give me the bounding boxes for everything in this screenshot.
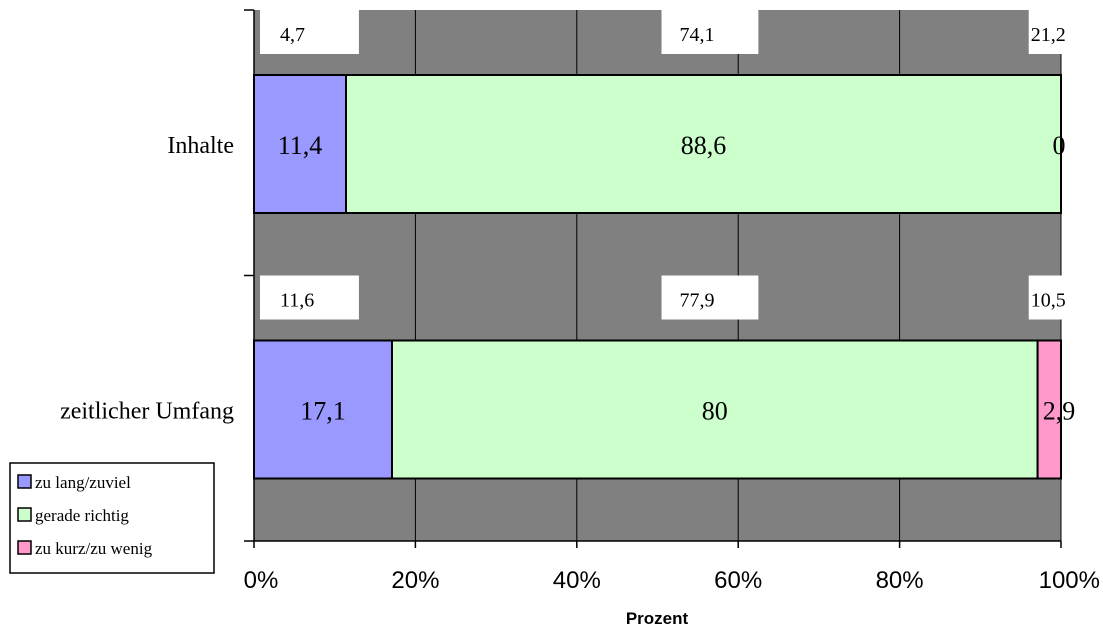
annotation-text-0-1: 74,1 <box>680 24 715 46</box>
annotation-box-1-0 <box>260 275 359 320</box>
x-tick-label-3: 60% <box>714 567 762 594</box>
bar-label-1-2: 2,9 <box>1043 397 1076 426</box>
annotation-box-0-1 <box>661 10 759 54</box>
x-axis-title: Prozent <box>626 609 689 628</box>
x-tick-label-4: 80% <box>876 567 924 594</box>
bar-segment-1-2 <box>1036 339 1063 480</box>
x-tick-label-5: 100% <box>1039 567 1100 594</box>
legend-label-0: zu lang/zuviel <box>35 473 131 492</box>
bar-label-0-0: 11,4 <box>278 131 323 160</box>
annotation-text-1-2: 10,5 <box>1031 290 1066 312</box>
bars: 11,4 88,6 0 17,1 80 2,9 <box>253 74 1076 480</box>
annotation-box-1-1 <box>661 275 759 320</box>
category-label-0: Inhalte <box>167 133 234 159</box>
annotation-box-0-2 <box>1028 10 1078 54</box>
bar-label-1-1: 80 <box>702 397 728 426</box>
annotation-text-1-0: 11,6 <box>280 290 314 312</box>
legend-label-2: zu kurz/zu wenig <box>35 539 153 558</box>
axes: Inhalte zeitlicher Umfang 0% 20% 40% 60% 80% 10… <box>60 9 1100 594</box>
top-annotations: 4,7 74,1 21,2 11,6 77,9 10,5 <box>260 10 1078 320</box>
legend-label-1: gerade richtig <box>35 506 129 525</box>
bar-segment-0-0 <box>253 74 347 214</box>
legend-box <box>9 462 215 574</box>
legend-swatch-2 <box>17 540 32 555</box>
legend-swatch-0 <box>17 474 32 489</box>
x-tick-label-0: 0% <box>244 567 279 594</box>
bar-label-1-0: 17,1 <box>300 397 346 426</box>
annotation-box-0-0 <box>260 10 359 54</box>
bar-label-0-1: 88,6 <box>681 131 727 160</box>
annotation-text-0-0: 4,7 <box>280 24 305 46</box>
x-tick-label-1: 20% <box>391 567 439 594</box>
legend: zu lang/zuviel gerade richtig zu kurz/zu w… <box>9 462 215 574</box>
annotation-box-1-2 <box>1028 275 1078 320</box>
annotation-text-0-2: 21,2 <box>1031 24 1066 46</box>
bar-segment-1-0 <box>253 339 393 480</box>
legend-swatch-1 <box>17 507 32 522</box>
bar-segment-0-1 <box>344 74 1062 214</box>
category-label-1: zeitlicher Umfang <box>60 399 234 425</box>
bar-segment-1-1 <box>390 339 1039 480</box>
annotation-text-1-1: 77,9 <box>680 290 715 312</box>
bar-label-0-2: 0 <box>1053 131 1066 160</box>
x-tick-label-2: 40% <box>553 567 601 594</box>
